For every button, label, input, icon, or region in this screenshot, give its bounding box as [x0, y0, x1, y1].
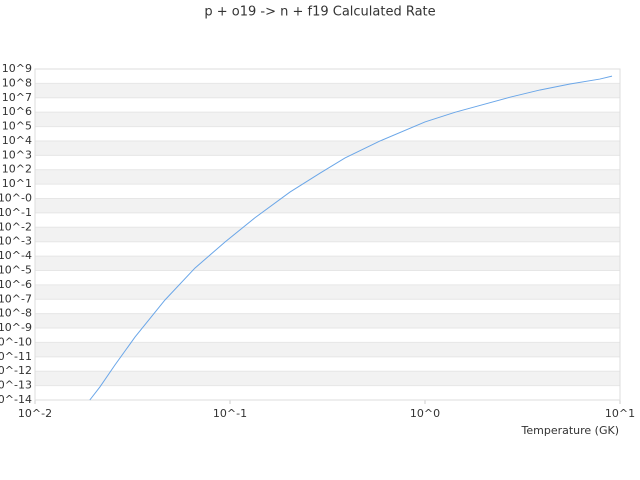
y-tick-label: 10^-10 — [0, 335, 32, 348]
y-tick-label: 10^-7 — [0, 292, 32, 305]
y-tick-label: 10^-2 — [0, 220, 32, 233]
grid-band — [35, 256, 620, 271]
grid-band — [35, 83, 620, 98]
y-tick-label: 10^-6 — [0, 278, 32, 291]
y-tick-label: 10^5 — [2, 120, 32, 133]
y-tick-label: 10^-11 — [0, 350, 32, 363]
data-line — [89, 75, 613, 401]
grid-band — [35, 284, 620, 300]
x-tick-label: 10^-2 — [18, 407, 52, 420]
y-tick-label: 10^1 — [2, 177, 32, 190]
y-tick-label: 10^8 — [2, 76, 32, 89]
plot-frame — [34, 68, 621, 401]
grid-band — [35, 313, 620, 329]
y-tick-label: 10^-5 — [0, 263, 32, 276]
y-tick-label: 10^6 — [2, 105, 32, 118]
x-tick-label: 10^-1 — [213, 407, 247, 420]
y-tick-label: 10^2 — [2, 163, 32, 176]
y-tick-label: 10^-8 — [0, 307, 32, 320]
grid-band — [35, 169, 620, 185]
grid-band — [35, 140, 620, 156]
y-tick-label: 10^-14 — [0, 393, 32, 406]
y-tick-label: 10^-13 — [0, 379, 32, 392]
y-tick-label: 10^-3 — [0, 235, 32, 248]
y-tick-label: 10^4 — [2, 134, 32, 147]
chart-title: p + o19 -> n + f19 Calculated Rate — [204, 5, 435, 20]
grid-band — [35, 342, 620, 357]
y-tick-label: 10^-4 — [0, 249, 32, 262]
y-tick-label: 10^3 — [2, 148, 32, 161]
grid-band — [35, 198, 620, 213]
x-tick-label: 10^1 — [605, 407, 635, 420]
x-axis-label: Temperature (GK) — [521, 424, 620, 437]
y-tick-label: 10^-0 — [0, 192, 32, 205]
y-tick-label: 10^9 — [2, 62, 32, 75]
x-tick-label: 10^0 — [410, 407, 440, 420]
y-tick-label: 10^-1 — [0, 206, 32, 219]
y-tick-label: 10^-12 — [0, 364, 32, 377]
grid-band — [35, 371, 620, 386]
y-tick-label: 10^-9 — [0, 321, 32, 334]
grid-band — [35, 227, 620, 242]
grid-band — [35, 112, 620, 127]
y-tick-label: 10^7 — [2, 91, 32, 104]
